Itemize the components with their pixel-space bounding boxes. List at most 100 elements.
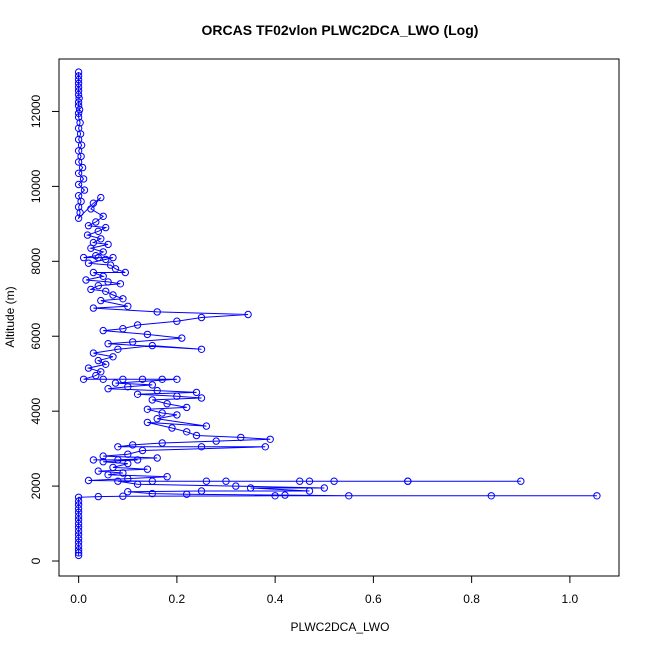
data-point bbox=[89, 349, 98, 357]
data-point bbox=[153, 415, 161, 423]
series-line bbox=[77, 72, 597, 556]
data-point bbox=[106, 261, 115, 269]
data-point bbox=[119, 469, 127, 477]
data-point bbox=[74, 214, 83, 222]
data-point bbox=[99, 248, 107, 256]
data-point bbox=[74, 75, 83, 84]
data-point bbox=[74, 158, 83, 166]
data-point bbox=[74, 538, 83, 546]
data-point bbox=[114, 443, 122, 451]
data-point bbox=[133, 321, 142, 329]
data-point bbox=[261, 443, 269, 451]
data-point bbox=[119, 325, 127, 333]
data-point bbox=[74, 98, 83, 106]
data-point bbox=[94, 282, 103, 290]
data-point bbox=[109, 353, 117, 361]
x-tick-label: 1.0 bbox=[562, 592, 579, 606]
y-tick-label: 0 bbox=[29, 557, 43, 564]
data-point bbox=[148, 341, 157, 350]
data-point bbox=[80, 186, 89, 194]
data-point bbox=[119, 375, 127, 383]
data-point bbox=[178, 334, 186, 342]
data-point bbox=[99, 452, 107, 460]
data-point bbox=[74, 519, 83, 528]
x-axis-label: PLWC2DCA_LWO bbox=[291, 620, 390, 634]
data-layer bbox=[74, 68, 601, 560]
data-point bbox=[74, 516, 83, 524]
data-point bbox=[111, 379, 120, 387]
data-point bbox=[183, 490, 191, 498]
data-point bbox=[87, 205, 95, 213]
y-tick-label: 6000 bbox=[29, 323, 43, 350]
data-point bbox=[109, 291, 117, 299]
data-point bbox=[84, 222, 93, 230]
data-point bbox=[82, 276, 90, 284]
data-point bbox=[138, 446, 147, 455]
data-point bbox=[148, 477, 157, 485]
x-tick-label: 0.0 bbox=[70, 592, 87, 606]
data-point bbox=[173, 392, 181, 400]
x-tick-label: 0.6 bbox=[365, 592, 382, 606]
data-point bbox=[84, 259, 93, 267]
data-point bbox=[97, 296, 105, 305]
data-point bbox=[102, 360, 110, 368]
data-point bbox=[296, 477, 304, 485]
data-point bbox=[517, 477, 525, 485]
data-point bbox=[124, 488, 132, 496]
data-point bbox=[74, 549, 83, 557]
data-point bbox=[97, 193, 105, 202]
data-point bbox=[168, 424, 176, 432]
data-point bbox=[74, 512, 83, 520]
data-point bbox=[148, 489, 157, 498]
data-point bbox=[345, 492, 353, 500]
data-point bbox=[143, 405, 152, 413]
data-point bbox=[143, 330, 152, 339]
data-point bbox=[404, 477, 412, 485]
data-point bbox=[133, 480, 142, 488]
data-point bbox=[78, 163, 87, 172]
x-tick-label: 0.8 bbox=[463, 592, 480, 606]
data-point bbox=[143, 418, 152, 427]
data-point bbox=[79, 375, 88, 383]
data-point bbox=[74, 135, 83, 144]
data-point bbox=[94, 467, 103, 475]
data-point bbox=[74, 90, 83, 99]
data-point bbox=[104, 240, 112, 249]
data-point bbox=[153, 308, 161, 316]
data-point bbox=[94, 492, 103, 501]
data-point bbox=[74, 68, 83, 76]
y-axis: 0 2000 4000 6000 8000 10000 12000 bbox=[29, 94, 60, 564]
data-point bbox=[183, 428, 191, 436]
data-point bbox=[119, 295, 127, 303]
data-point bbox=[133, 390, 142, 398]
data-point bbox=[75, 94, 83, 103]
data-point bbox=[94, 227, 103, 236]
data-point bbox=[266, 435, 274, 443]
data-point bbox=[74, 497, 83, 505]
data-point bbox=[192, 431, 201, 440]
data-point bbox=[119, 492, 127, 500]
data-point bbox=[114, 345, 122, 353]
data-point bbox=[183, 403, 191, 412]
y-axis-label: Altitude (m) bbox=[3, 286, 17, 347]
data-point bbox=[99, 458, 107, 466]
data-point bbox=[173, 317, 181, 325]
data-point bbox=[148, 396, 157, 404]
data-point bbox=[124, 383, 132, 391]
data-point bbox=[138, 375, 147, 383]
data-point bbox=[244, 310, 252, 319]
data-point bbox=[163, 400, 171, 408]
y-tick-label: 10000 bbox=[29, 169, 43, 203]
data-point bbox=[84, 364, 93, 372]
data-point bbox=[124, 474, 132, 483]
data-point bbox=[192, 388, 201, 397]
data-point bbox=[102, 287, 110, 295]
data-point bbox=[121, 268, 130, 277]
x-tick-label: 0.2 bbox=[169, 592, 186, 606]
data-point bbox=[74, 501, 83, 509]
data-point bbox=[305, 487, 314, 495]
data-point bbox=[97, 235, 105, 243]
data-point bbox=[104, 471, 112, 479]
data-point bbox=[89, 456, 98, 464]
data-point bbox=[74, 169, 83, 178]
